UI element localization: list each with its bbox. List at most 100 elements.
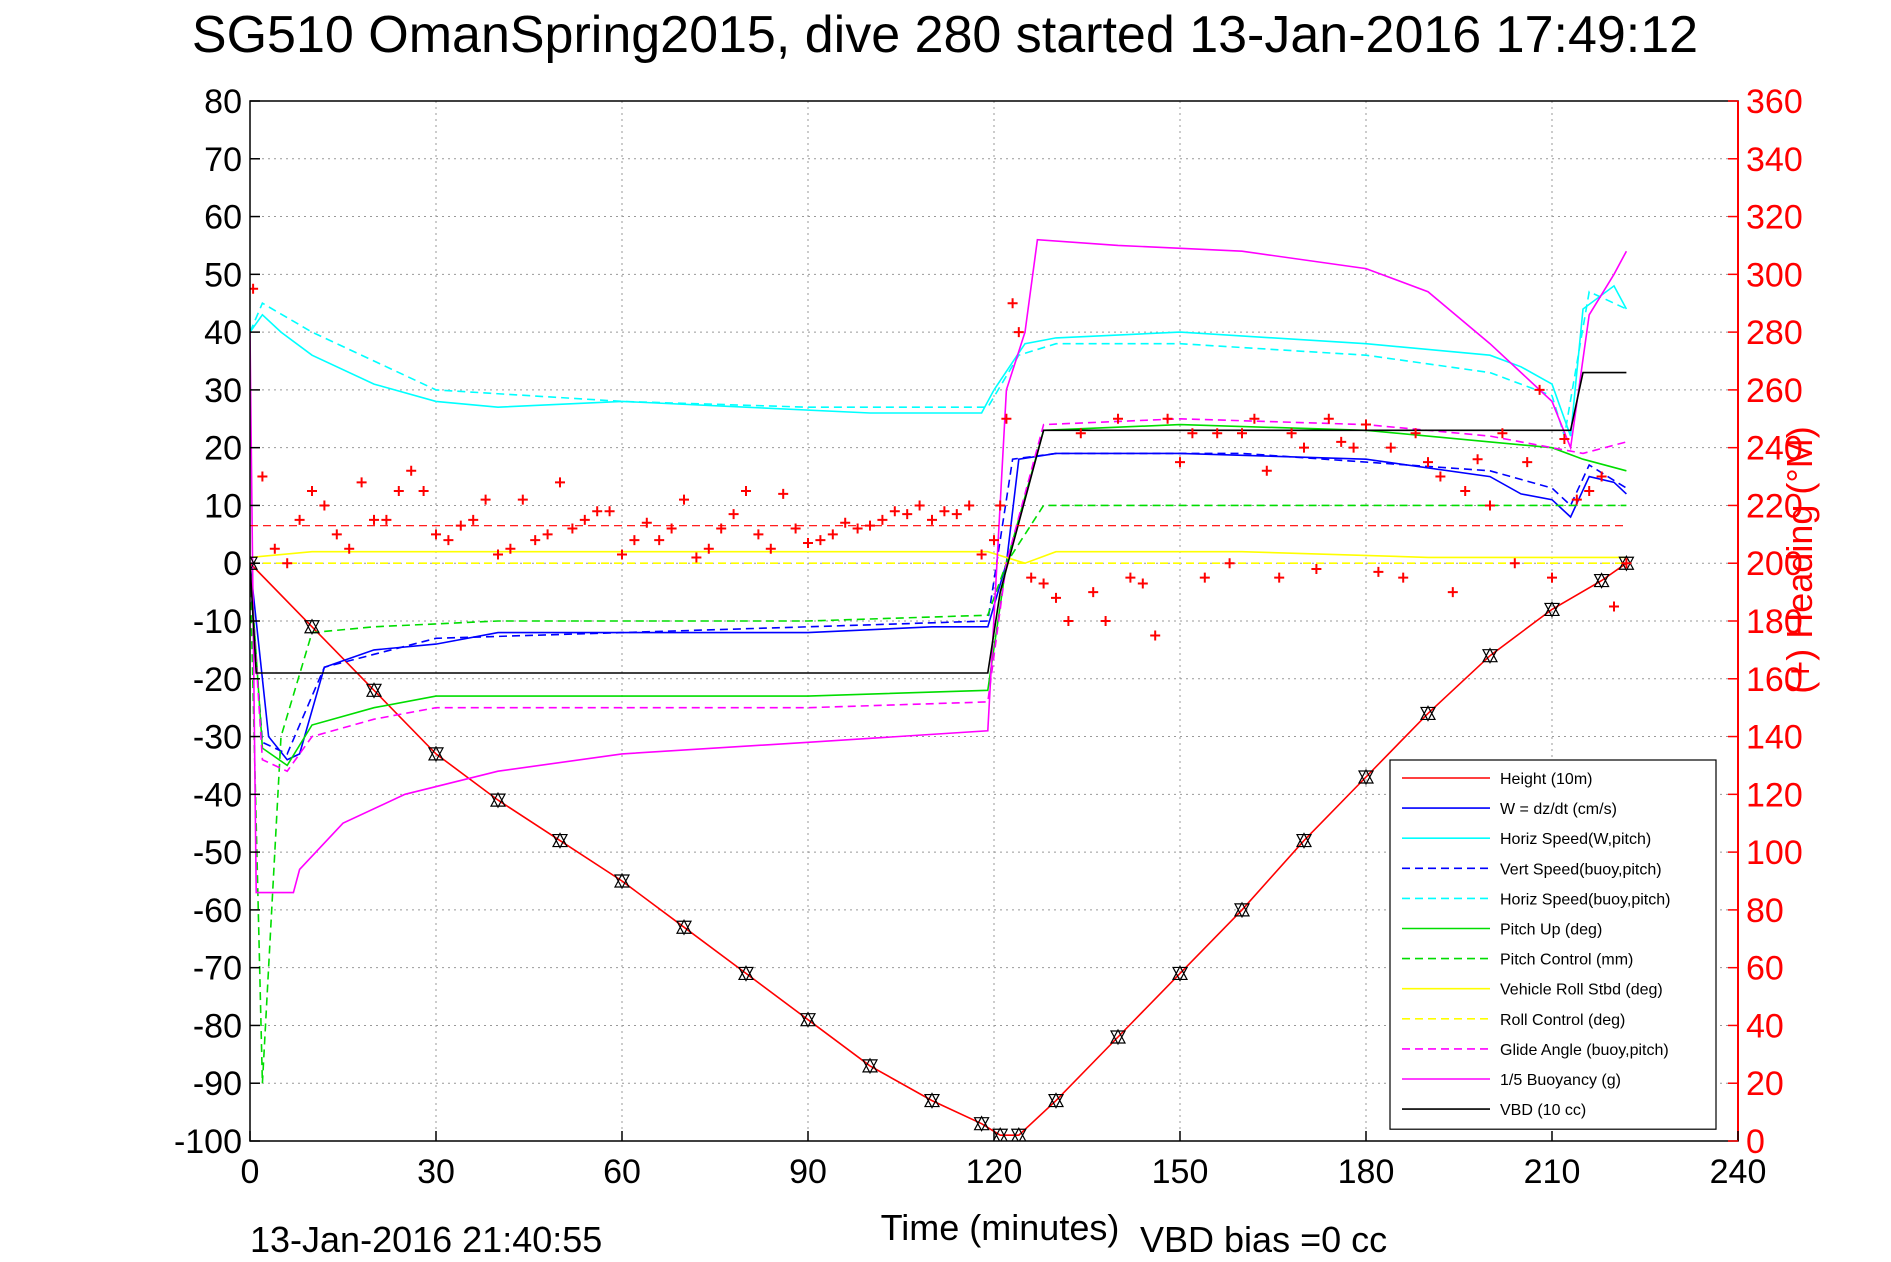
heading-marker (1336, 436, 1347, 447)
heading-marker (604, 506, 615, 517)
heading-marker (1001, 413, 1012, 424)
heading-marker (592, 506, 603, 517)
heading-marker (1125, 572, 1136, 583)
x-tick-label: 0 (241, 1153, 260, 1191)
heading-marker (1509, 558, 1520, 569)
heading-marker (542, 529, 553, 540)
y2-tick-label: 340 (1746, 141, 1803, 179)
series-line-1 (250, 452, 1627, 761)
height-marker (1357, 768, 1375, 786)
y2-tick-label: 60 (1746, 950, 1784, 988)
heading-marker (344, 543, 355, 554)
heading-marker (1286, 428, 1297, 439)
heading-marker (877, 514, 888, 525)
heading-marker (1249, 413, 1260, 424)
height-marker (799, 1011, 817, 1028)
legend-label-1: W = dz/dt (cm/s) (1500, 801, 1617, 818)
series-line-9 (250, 417, 1627, 773)
heading-marker (1007, 298, 1018, 309)
heading-marker (1088, 587, 1099, 598)
heading-marker (976, 549, 987, 560)
y2-tick-label: 100 (1746, 834, 1803, 872)
x-tick-label: 30 (417, 1153, 455, 1191)
heading-marker (1596, 471, 1607, 482)
y2-tick-label: 240 (1746, 430, 1803, 468)
height-marker (1109, 1028, 1127, 1046)
heading-marker (505, 543, 516, 554)
heading-marker (840, 517, 851, 528)
heading-marker (1199, 572, 1210, 583)
heading-marker (269, 543, 280, 554)
heading-marker (1472, 454, 1483, 465)
legend-label-8: Roll Control (deg) (1500, 1012, 1625, 1029)
height-marker (1419, 705, 1437, 722)
y2-tick-label: 280 (1746, 314, 1803, 352)
heading-marker (803, 538, 813, 548)
heading-marker (393, 486, 404, 496)
y-tick-label: 30 (204, 372, 242, 410)
heading-marker (1534, 384, 1545, 395)
heading-marker (307, 486, 317, 496)
x-tick-label: 60 (603, 1153, 641, 1191)
heading-marker (1100, 616, 1111, 626)
heading-marker (1299, 442, 1309, 453)
heading-marker (1237, 428, 1247, 439)
height-marker (1593, 572, 1610, 589)
heading-marker (1485, 500, 1495, 511)
x-tick-label: 210 (1524, 1153, 1581, 1191)
heading-marker (1522, 457, 1533, 468)
height-marker (365, 682, 383, 699)
y-tick-label: 40 (204, 314, 242, 352)
heading-marker (480, 494, 491, 505)
heading-marker (964, 500, 975, 511)
height-marker (1233, 901, 1251, 919)
heading-marker (250, 283, 259, 294)
heading-marker (1013, 327, 1024, 338)
x-tick-label: 180 (1338, 1153, 1395, 1191)
y2-tick-label: 220 (1746, 487, 1803, 525)
heading-marker (294, 514, 305, 525)
heading-marker (443, 535, 454, 546)
height-marker (1047, 1092, 1065, 1109)
heading-marker (1497, 428, 1508, 439)
y2-tick-label: 320 (1746, 199, 1803, 237)
legend-label-9: Glide Angle (buoy,pitch) (1500, 1042, 1669, 1059)
heading-marker (629, 535, 640, 546)
heading-marker (381, 514, 392, 525)
height-marker (489, 791, 507, 809)
y2-tick-label: 120 (1746, 776, 1803, 814)
heading-marker (431, 529, 441, 540)
heading-marker (1361, 419, 1371, 430)
heading-marker (369, 514, 379, 525)
y2-tick-label: 200 (1746, 545, 1803, 583)
heading-marker (939, 506, 950, 517)
y-tick-label: -60 (193, 892, 242, 930)
series-line-11 (250, 371, 1627, 674)
y-tick-label: -90 (193, 1065, 242, 1103)
heading-marker (1423, 457, 1433, 468)
heading-marker (1137, 578, 1148, 589)
heading-marker (741, 486, 751, 496)
y-tick-label: -30 (193, 719, 242, 757)
y-tick-label: -80 (193, 1007, 242, 1045)
chart-title: SG510 OmanSpring2015, dive 280 started 1… (192, 6, 1698, 64)
heading-marker (1113, 413, 1123, 424)
legend: Height (10m) W = dz/dt (cm/s) Horiz Speed(… (1389, 759, 1717, 1130)
heading-marker (1150, 630, 1161, 641)
heading-marker (914, 500, 925, 511)
legend-label-10: 1/5 Buoyancy (g) (1500, 1072, 1621, 1089)
heading-marker (827, 529, 838, 540)
y-tick-label: -20 (193, 661, 242, 699)
heading-marker (1398, 572, 1409, 583)
heading-marker (1609, 601, 1619, 612)
heading-marker (691, 552, 702, 563)
series-line-0 (250, 562, 1627, 1136)
heading-marker (1187, 428, 1198, 439)
heading-marker (753, 529, 764, 540)
heading-marker (356, 477, 367, 488)
y2-tick-label: 20 (1746, 1065, 1784, 1103)
heading-marker (1323, 413, 1334, 424)
heading-marker (282, 558, 293, 569)
vbd-bias-label: VBD bias =0 cc (1140, 1219, 1387, 1260)
height-marker (861, 1057, 879, 1075)
